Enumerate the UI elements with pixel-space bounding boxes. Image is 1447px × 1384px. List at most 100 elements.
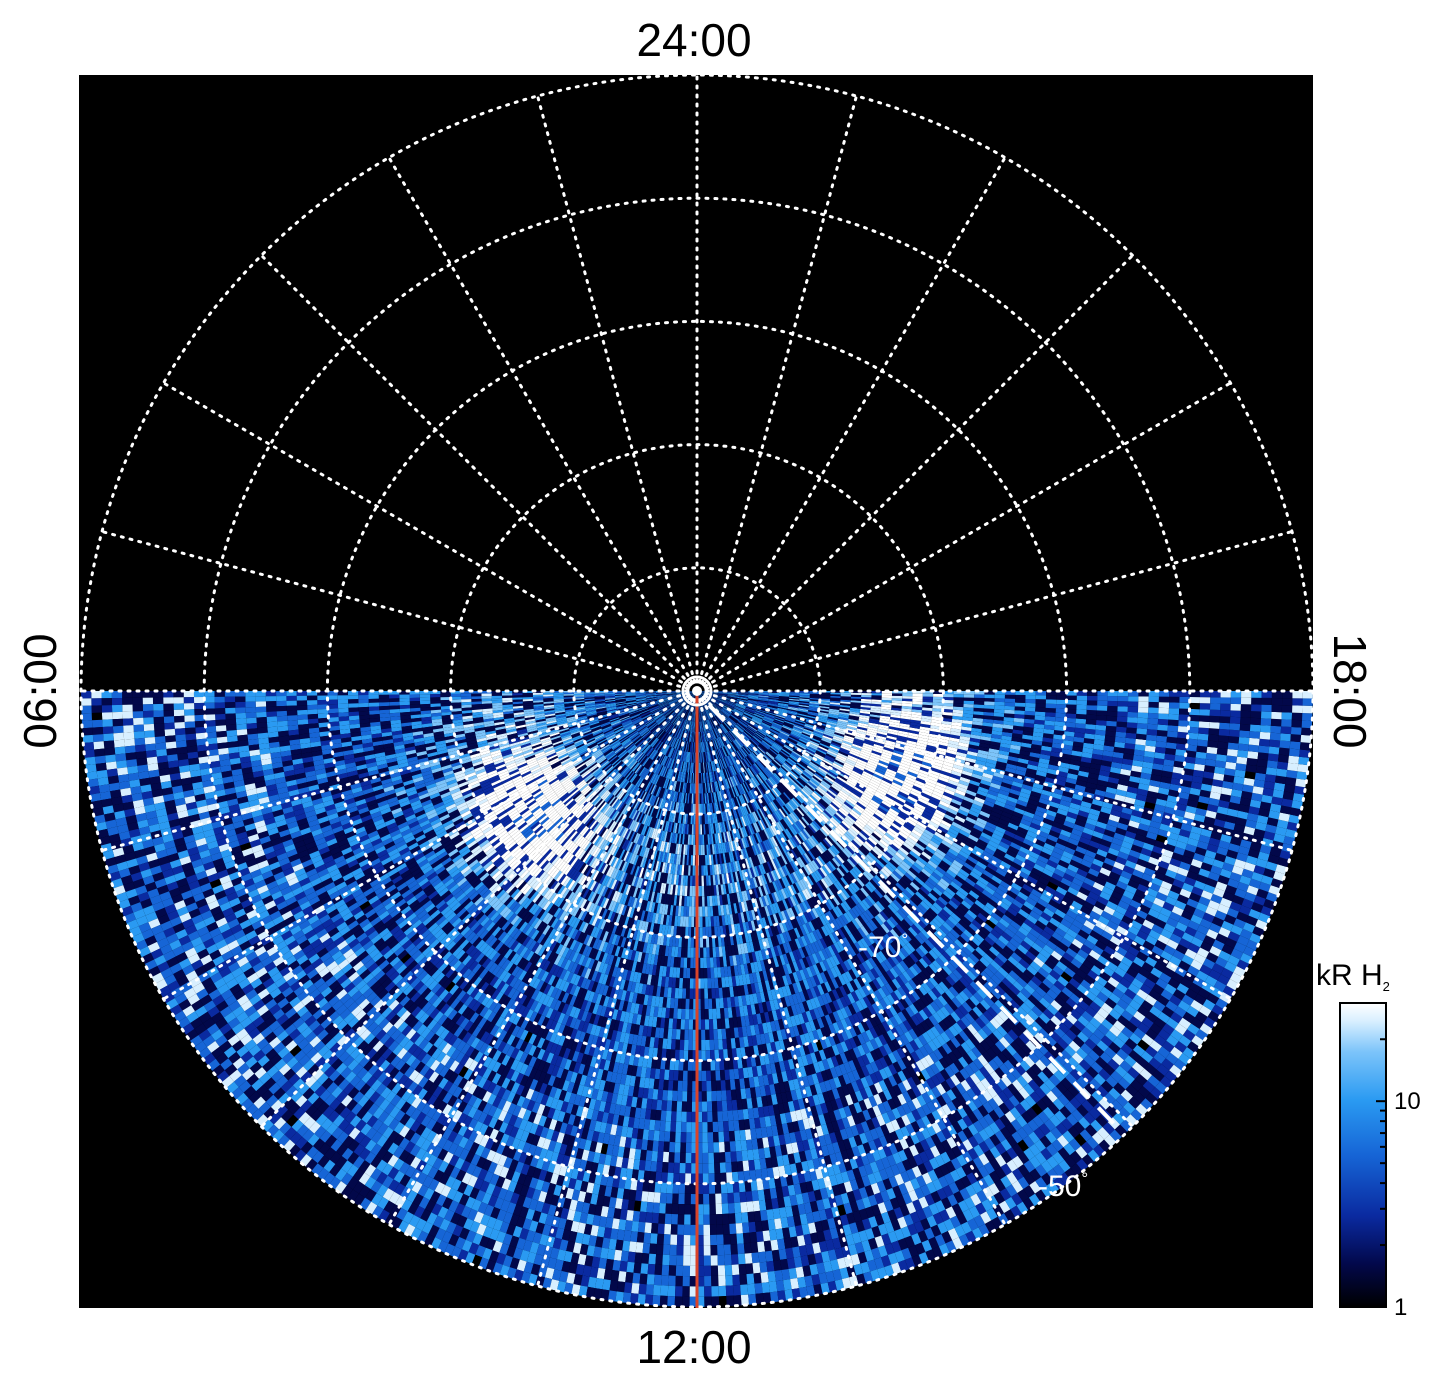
emission-cell xyxy=(543,697,554,701)
emission-cell xyxy=(245,788,258,797)
emission-cell xyxy=(441,714,453,719)
emission-cell xyxy=(156,755,168,764)
emission-cell xyxy=(399,697,410,702)
emission-cell xyxy=(554,707,565,711)
emission-cell xyxy=(527,730,538,735)
emission-cell xyxy=(212,777,224,786)
emission-cell xyxy=(361,738,373,744)
emission-cell xyxy=(237,734,248,742)
emission-cell xyxy=(656,693,667,696)
emission-cell xyxy=(410,717,422,723)
emission-cell xyxy=(472,716,484,721)
emission-cell xyxy=(201,773,213,782)
emission-cell xyxy=(545,715,556,719)
emission-cell xyxy=(275,781,288,790)
emission-cell xyxy=(432,721,443,727)
emission-cell xyxy=(248,799,260,807)
emission-cell xyxy=(605,700,616,704)
emission-cell xyxy=(288,789,300,797)
emission-cell xyxy=(301,752,313,759)
emission-cell xyxy=(380,720,391,726)
emission-cell xyxy=(527,728,538,733)
emission-cell xyxy=(163,709,175,717)
emission-cell xyxy=(392,734,403,740)
emission-cell xyxy=(437,749,448,755)
emission-cell xyxy=(666,694,677,698)
emission-cell xyxy=(157,761,169,770)
emission-cell xyxy=(337,695,349,700)
emission-cell xyxy=(217,747,229,755)
emission-cell xyxy=(173,709,185,717)
emission-cell xyxy=(636,702,648,706)
emission-cell xyxy=(303,761,315,768)
emission-cell xyxy=(119,780,131,790)
emission-cell xyxy=(466,739,478,745)
emission-cell xyxy=(486,735,498,741)
emission-cell xyxy=(543,692,554,695)
emission-cell xyxy=(298,733,310,740)
emission-cell xyxy=(533,700,544,703)
emission-cell xyxy=(472,714,483,719)
emission-cell xyxy=(537,726,548,731)
emission-cell xyxy=(154,729,166,737)
emission-cell xyxy=(278,735,290,742)
emission-cell xyxy=(254,781,266,789)
emission-cell xyxy=(555,716,567,721)
emission-cell xyxy=(297,782,309,790)
emission-cell xyxy=(410,707,421,712)
emission-cell xyxy=(502,706,514,710)
emission-cell xyxy=(249,749,261,757)
emission-cell xyxy=(125,815,138,825)
emission-cell xyxy=(258,742,270,750)
emission-cell xyxy=(616,703,627,706)
emission-cell xyxy=(115,817,128,827)
emission-cell xyxy=(387,761,398,768)
emission-cell xyxy=(329,729,341,736)
emission-cell xyxy=(646,699,657,703)
emission-cell xyxy=(165,735,176,743)
emission-cell xyxy=(626,700,637,704)
emission-cell xyxy=(300,742,311,749)
emission-cell xyxy=(209,760,221,769)
emission-cell xyxy=(666,692,677,695)
emission-cell xyxy=(287,784,299,792)
emission-cell xyxy=(184,715,195,722)
emission-cell xyxy=(635,697,647,700)
emission-cell xyxy=(441,711,452,716)
emission-cell xyxy=(522,694,533,698)
emission-cell xyxy=(276,715,288,722)
emission-cell xyxy=(276,700,287,707)
emission-cell xyxy=(204,791,216,800)
emission-cell xyxy=(420,703,431,708)
emission-cell xyxy=(169,772,181,781)
emission-cell xyxy=(440,696,451,701)
emission-cell xyxy=(533,705,544,709)
emission-cell xyxy=(584,699,595,702)
emission-cell xyxy=(645,692,657,695)
emission-cell xyxy=(368,706,380,711)
emission-cell xyxy=(564,708,576,712)
emission-cell xyxy=(88,785,100,795)
emission-cell xyxy=(175,734,187,742)
emission-cell xyxy=(584,692,595,694)
emission-cell xyxy=(121,794,133,804)
emission-cell xyxy=(132,691,143,698)
emission-cell xyxy=(105,819,118,829)
emission-cell xyxy=(522,700,534,704)
emission-cell xyxy=(497,737,509,743)
emission-cell xyxy=(358,702,369,708)
emission-cell xyxy=(635,695,646,697)
emission-cell xyxy=(114,746,126,755)
emission-cell xyxy=(91,705,102,713)
emission-cell xyxy=(297,709,308,716)
emission-cell xyxy=(645,695,657,698)
emission-cell xyxy=(163,697,174,704)
emission-cell xyxy=(308,723,319,729)
emission-cell xyxy=(544,711,556,716)
emission-cell xyxy=(168,766,180,775)
emission-cell xyxy=(215,719,226,726)
emission-cell xyxy=(616,704,627,708)
emission-cell xyxy=(266,716,278,723)
emission-cell xyxy=(154,736,166,744)
emission-cell xyxy=(477,742,489,748)
